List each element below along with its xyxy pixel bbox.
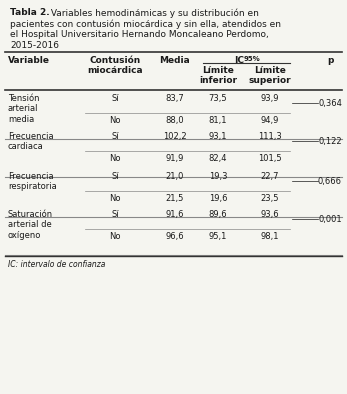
Text: IC: intervalo de confianza: IC: intervalo de confianza <box>8 260 105 269</box>
Text: 91,6: 91,6 <box>166 210 184 219</box>
Text: 19,3: 19,3 <box>209 172 227 181</box>
Text: 101,5: 101,5 <box>258 154 282 163</box>
Text: 93,9: 93,9 <box>261 94 279 103</box>
Text: No: No <box>109 116 121 125</box>
Text: 83,7: 83,7 <box>166 94 184 103</box>
Text: 81,1: 81,1 <box>209 116 227 125</box>
Text: Límite
inferior: Límite inferior <box>199 66 237 85</box>
Text: 73,5: 73,5 <box>209 94 227 103</box>
Text: Media: Media <box>160 56 191 65</box>
Text: Frecuencia
cardiaca: Frecuencia cardiaca <box>8 132 54 151</box>
Text: 23,5: 23,5 <box>261 194 279 203</box>
Text: 91,9: 91,9 <box>166 154 184 163</box>
Text: Variables hemodinámicas y su distribución en: Variables hemodinámicas y su distribució… <box>48 8 259 17</box>
Text: 2015-2016: 2015-2016 <box>10 41 59 50</box>
Text: Sí: Sí <box>111 172 119 181</box>
Text: No: No <box>109 232 121 241</box>
Text: 89,6: 89,6 <box>209 210 227 219</box>
Text: Frecuencia
respiratoria: Frecuencia respiratoria <box>8 172 57 191</box>
Text: Sí: Sí <box>111 210 119 219</box>
Text: 93,1: 93,1 <box>209 132 227 141</box>
Text: 21,0: 21,0 <box>166 172 184 181</box>
Text: 0,666: 0,666 <box>318 177 342 186</box>
Text: Sí: Sí <box>111 132 119 141</box>
Text: 82,4: 82,4 <box>209 154 227 163</box>
Text: 0,122: 0,122 <box>318 136 342 145</box>
Text: Tabla 2.: Tabla 2. <box>10 8 50 17</box>
Text: 95%: 95% <box>244 56 261 62</box>
Text: p: p <box>327 56 333 65</box>
Text: 93,6: 93,6 <box>261 210 279 219</box>
Text: Saturación
arterial de
oxígeno: Saturación arterial de oxígeno <box>8 210 53 240</box>
Text: Contusión
miocárdica: Contusión miocárdica <box>87 56 143 75</box>
Text: 22,7: 22,7 <box>261 172 279 181</box>
Text: Sí: Sí <box>111 94 119 103</box>
Text: No: No <box>109 194 121 203</box>
Text: 95,1: 95,1 <box>209 232 227 241</box>
Text: 21,5: 21,5 <box>166 194 184 203</box>
Text: 0,001: 0,001 <box>318 214 342 223</box>
Text: pacientes con contusión miocárdica y sin ella, atendidos en: pacientes con contusión miocárdica y sin… <box>10 19 281 28</box>
Text: 19,6: 19,6 <box>209 194 227 203</box>
Text: No: No <box>109 154 121 163</box>
Text: Tensión
arterial
media: Tensión arterial media <box>8 94 40 124</box>
Text: 0,364: 0,364 <box>318 98 342 108</box>
Text: 102,2: 102,2 <box>163 132 187 141</box>
Text: 88,0: 88,0 <box>166 116 184 125</box>
Text: el Hospital Universitario Hernando Moncaleano Perdomo,: el Hospital Universitario Hernando Monca… <box>10 30 269 39</box>
Text: 111,3: 111,3 <box>258 132 282 141</box>
Text: Límite
superior: Límite superior <box>249 66 291 85</box>
Text: 94,9: 94,9 <box>261 116 279 125</box>
Text: 98,1: 98,1 <box>261 232 279 241</box>
Text: Variable: Variable <box>8 56 50 65</box>
Text: IC: IC <box>234 56 244 65</box>
Text: 96,6: 96,6 <box>166 232 184 241</box>
